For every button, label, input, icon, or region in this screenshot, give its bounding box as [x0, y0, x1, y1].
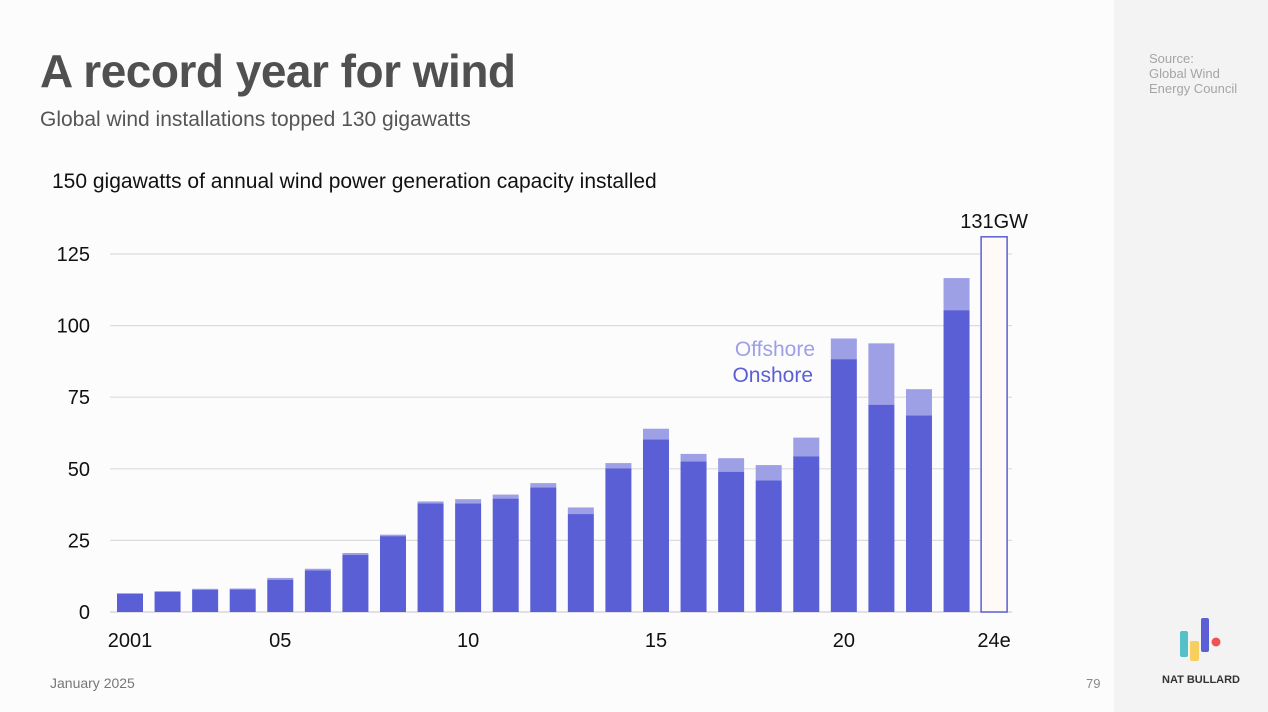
bar-onshore-2003 [192, 589, 219, 612]
x-tick-label: 20 [833, 630, 855, 652]
brand-name: NAT BULLARD [1162, 674, 1241, 686]
y-tick-label: 25 [68, 530, 90, 552]
bar-onshore-2002 [154, 591, 181, 612]
y-tick-label: 75 [68, 387, 90, 409]
y-tick-label: 50 [68, 459, 90, 481]
legend-onshore: Onshore [732, 364, 813, 387]
bar-offshore-2020 [830, 338, 857, 360]
bar-offshore-2015 [642, 428, 669, 440]
bar-offshore-2019 [793, 437, 820, 457]
page-title: A record year for wind [40, 45, 516, 97]
bar-onshore-2019 [793, 456, 820, 612]
bar-offshore-2006 [304, 568, 331, 571]
bar-offshore-2022 [905, 389, 932, 416]
bar-onshore-2023 [943, 310, 970, 612]
bar-onshore-2012 [530, 487, 557, 612]
bar-onshore-2020 [830, 359, 857, 612]
bar-offshore-2009 [417, 501, 444, 504]
bar-onshore-2009 [417, 503, 444, 612]
chart-title: 150 gigawatts of annual wind power gener… [52, 170, 657, 193]
x-tick-label: 05 [269, 630, 291, 652]
bar-offshore-2018 [755, 465, 782, 481]
bar-onshore-2022 [905, 415, 932, 612]
bar-onshore-2016 [680, 461, 707, 612]
bar-offshore-2005 [267, 577, 294, 580]
bar-onshore-2001 [117, 593, 143, 612]
bar-onshore-2008 [379, 536, 406, 612]
bar-onshore-2013 [567, 514, 594, 612]
bar-onshore-2007 [342, 555, 369, 612]
bar-onshore-2006 [304, 570, 331, 612]
footer-date: January 2025 [50, 675, 135, 691]
x-tick-label: 15 [645, 630, 667, 652]
bar-offshore-2013 [567, 507, 594, 515]
nat-bullard-logo-icon [1180, 618, 1221, 661]
sidebar-panel [1114, 0, 1268, 712]
bar-onshore-2017 [718, 471, 745, 612]
bar-onshore-2018 [755, 480, 782, 612]
bar-offshore-2007 [342, 553, 369, 556]
bar-offshore-2010 [455, 499, 482, 504]
source-text: Global Wind Energy Council [1149, 66, 1238, 96]
bar-offshore-2003 [192, 588, 219, 590]
bar-estimate-24e [980, 236, 1008, 613]
x-tick-label: 10 [457, 630, 479, 652]
x-tick-label: 2001 [108, 630, 153, 652]
bar-onshore-2021 [868, 404, 895, 612]
bar-offshore-2001 [117, 593, 143, 594]
y-tick-label: 100 [57, 316, 90, 338]
bar-offshore-2011 [492, 494, 519, 499]
bar-offshore-2004 [229, 588, 256, 590]
y-tick-label: 0 [79, 602, 90, 624]
bar-offshore-2023 [943, 278, 970, 311]
bar-onshore-2015 [642, 439, 669, 612]
bar-onshore-2004 [229, 589, 256, 612]
bar-offshore-2017 [718, 458, 745, 472]
bar-offshore-2012 [530, 483, 557, 488]
bar-offshore-2021 [868, 343, 895, 405]
page-number: 79 [1086, 676, 1101, 691]
source-label: Source: [1149, 51, 1194, 66]
bar-offshore-2014 [605, 463, 632, 469]
bar-offshore-2016 [680, 453, 707, 462]
source-note: Source: Global Wind Energy Council [1149, 51, 1259, 96]
estimate-label: 131GW [960, 211, 1028, 233]
x-tick-label: 24e [977, 630, 1010, 652]
bar-onshore-2010 [455, 503, 482, 612]
legend-offshore: Offshore [735, 338, 815, 361]
page-subtitle: Global wind installations topped 130 gig… [40, 108, 471, 131]
bar-offshore-2002 [154, 591, 181, 592]
bar-onshore-2011 [492, 498, 519, 612]
bar-onshore-2005 [267, 579, 294, 612]
bar-offshore-2008 [379, 534, 406, 537]
bar-onshore-2014 [605, 468, 632, 612]
y-tick-label: 125 [57, 244, 90, 266]
